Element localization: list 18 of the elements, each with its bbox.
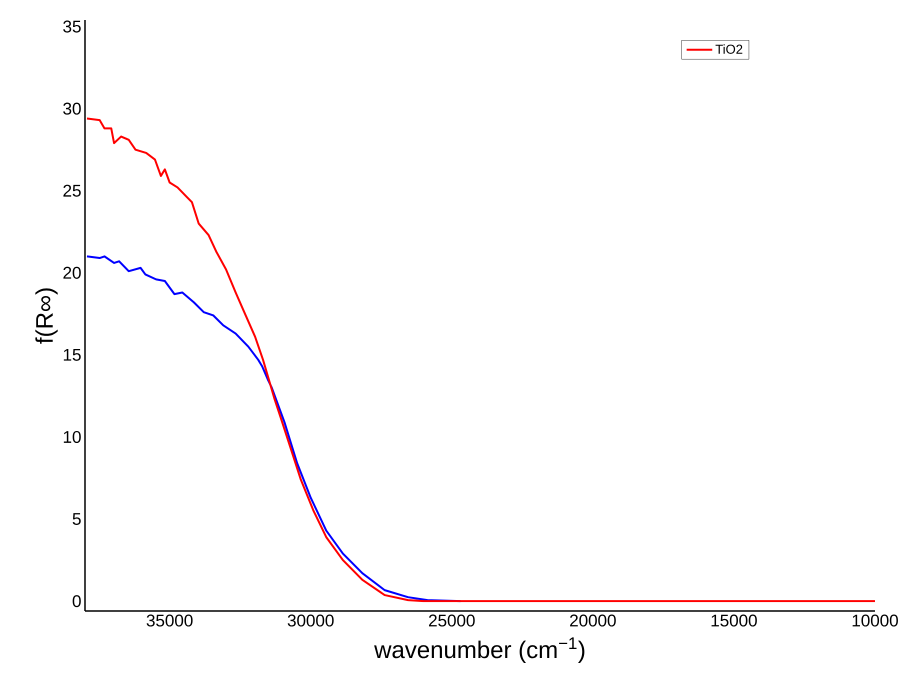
legend-label: TiO2 — [716, 44, 742, 54]
line-series — [86, 117, 875, 602]
x-axis-title: wavenumber (cm$^{−1}$) — [374, 637, 584, 663]
y-tick-label: 20 — [63, 266, 81, 279]
x-tick-label: 15000 — [712, 614, 757, 627]
x-tick-label: 30000 — [288, 614, 334, 627]
x-tick-label: 25000 — [429, 614, 475, 627]
y-tick-label: 15 — [64, 348, 81, 361]
x-tick-label: 20000 — [570, 614, 616, 627]
y-tick-label: 25 — [63, 184, 81, 197]
y-tick-label: 35 — [63, 20, 81, 33]
x-tick-label: 10000 — [852, 614, 898, 627]
y-tick-label: 30 — [63, 102, 81, 115]
x-tick-label: 35000 — [146, 614, 193, 627]
y-tick-label: 10 — [64, 430, 81, 443]
y-tick-label: 5 — [72, 513, 81, 525]
y-tick-label: 0 — [72, 595, 81, 608]
y-axis-title: f(R∞) — [35, 288, 58, 344]
